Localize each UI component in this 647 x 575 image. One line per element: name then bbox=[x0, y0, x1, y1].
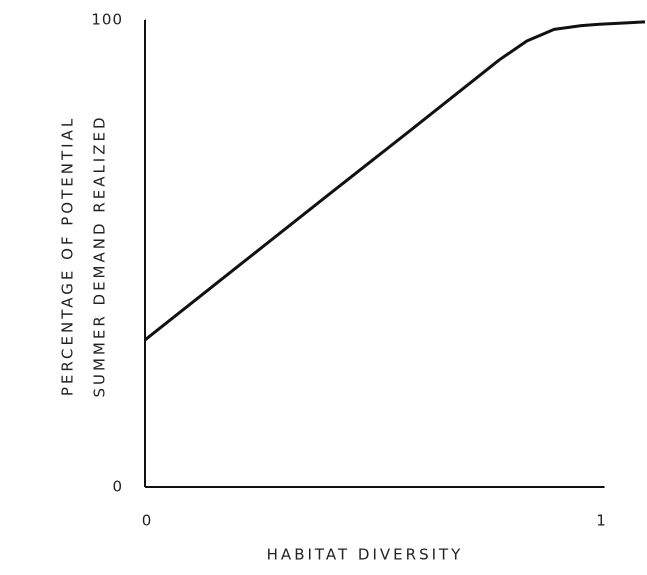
y-tick-label: 100 bbox=[91, 11, 123, 29]
y-axis-label: PERCENTAGE OF POTENTIAL bbox=[59, 116, 77, 396]
line-series bbox=[144, 20, 646, 342]
y-tick-label: 0 bbox=[112, 478, 123, 496]
y-axis-label: SUMMER DEMAND REALIZED bbox=[91, 114, 109, 397]
x-tick-label: 0 bbox=[142, 512, 153, 530]
x-axis-label: HABITAT DIVERSITY bbox=[267, 546, 464, 564]
x-tick-label: 1 bbox=[596, 512, 607, 530]
